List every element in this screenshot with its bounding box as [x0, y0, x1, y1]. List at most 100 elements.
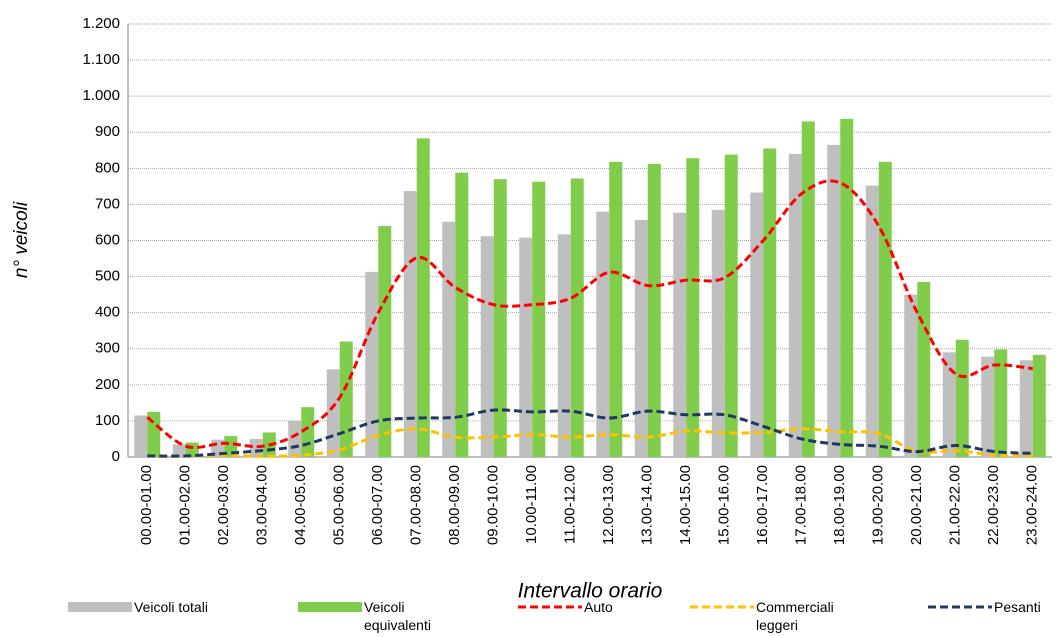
- x-tick-label: 05.00-06.00: [331, 465, 348, 545]
- bar: [763, 148, 777, 458]
- x-tick-label: 20.00-21.00: [908, 465, 925, 545]
- y-tick-label: 600: [95, 231, 120, 248]
- legend-swatch: [298, 602, 362, 612]
- x-tick-label: 06.00-07.00: [369, 465, 386, 545]
- x-tick-label: 00.00-01.00: [138, 465, 155, 545]
- legend-swatch: [690, 605, 754, 609]
- y-tick-label: 1.000: [82, 87, 120, 104]
- bar: [942, 352, 956, 457]
- y-tick-label: 0: [112, 448, 120, 465]
- bar: [519, 237, 533, 457]
- bar: [326, 369, 340, 457]
- legend-label: Commerciali leggeri: [756, 599, 834, 633]
- bar: [878, 161, 892, 458]
- bar: [1019, 360, 1033, 457]
- x-tick-label: 07.00-08.00: [408, 465, 425, 545]
- x-axis-title: Intervallo orario: [518, 580, 663, 603]
- legend-swatch: [68, 602, 132, 612]
- x-tick-label: 19.00-20.00: [870, 465, 887, 545]
- bar: [442, 221, 456, 457]
- x-tick-label: 10.00-11.00: [523, 465, 540, 544]
- y-tick-label: 400: [95, 304, 120, 321]
- bar: [416, 138, 430, 458]
- bar: [455, 172, 469, 457]
- bar: [249, 438, 263, 457]
- legend-item: Veicoli totali: [68, 598, 264, 616]
- bar: [711, 209, 725, 457]
- legend-swatch: [68, 602, 132, 612]
- legend-swatch: [518, 605, 582, 609]
- bar: [480, 236, 494, 457]
- bar: [673, 212, 687, 457]
- x-tick-label: 22.00-23.00: [985, 465, 1002, 545]
- bar: [686, 158, 700, 458]
- x-tick-label: 01.00-02.00: [177, 465, 194, 545]
- bar: [634, 219, 648, 457]
- bar: [801, 121, 815, 458]
- bar: [994, 349, 1008, 457]
- x-tick-label: 11.00-12.00: [562, 465, 579, 544]
- x-tick-label: 21.00-22.00: [947, 465, 964, 545]
- bar: [647, 164, 661, 457]
- bar: [147, 411, 161, 457]
- legend-label: Veicoli equivalenti: [364, 599, 431, 633]
- x-tick-label: 17.00-18.00: [793, 465, 810, 545]
- bar: [557, 234, 571, 457]
- bar: [172, 444, 186, 457]
- legend-label: Veicoli totali: [134, 599, 208, 615]
- legend-item: Commerciali leggeri: [690, 598, 846, 634]
- bar: [596, 211, 610, 457]
- bar: [288, 420, 302, 457]
- bar: [750, 192, 764, 458]
- legend-swatch: [298, 602, 362, 612]
- x-tick-label: 16.00-17.00: [754, 465, 771, 545]
- legend-label: Pesanti: [994, 599, 1041, 615]
- x-tick-label: 04.00-05.00: [292, 465, 309, 545]
- legend-item: Auto: [518, 598, 714, 616]
- bar: [981, 356, 995, 457]
- y-axis-title: n° veicoli: [11, 201, 32, 278]
- bar: [365, 271, 379, 457]
- legend-swatch: [928, 605, 992, 609]
- x-tick-label: 18.00-19.00: [831, 465, 848, 545]
- x-tick-label: 13.00-14.00: [639, 465, 656, 545]
- y-tick-label: 300: [95, 340, 120, 357]
- x-tick-label: 03.00-04.00: [254, 465, 271, 545]
- bar: [827, 144, 841, 458]
- x-tick-label: 15.00-16.00: [716, 465, 733, 545]
- bar: [570, 178, 584, 458]
- bar: [532, 181, 546, 457]
- line-series: [146, 179, 1033, 450]
- line-series: [147, 427, 1033, 458]
- legend-item: Veicoli equivalenti: [298, 598, 454, 634]
- bar: [840, 118, 854, 457]
- y-tick-label: 800: [95, 159, 120, 176]
- bar: [403, 191, 417, 457]
- bar: [917, 281, 931, 457]
- bar: [865, 185, 879, 458]
- y-tick-label: 700: [95, 195, 120, 212]
- bar: [1032, 354, 1046, 457]
- x-tick-label: 14.00-15.00: [677, 465, 694, 545]
- bar: [955, 339, 969, 457]
- bar: [339, 341, 353, 457]
- y-tick-label: 900: [95, 123, 120, 140]
- bar: [788, 153, 802, 457]
- x-tick-label: 09.00-10.00: [485, 465, 502, 545]
- bar: [493, 179, 507, 458]
- y-tick-label: 100: [95, 412, 120, 429]
- legend-item: Pesanti: [928, 598, 1061, 616]
- y-tick-label: 1.200: [82, 15, 120, 32]
- legend-label: Auto: [584, 599, 613, 615]
- bar: [378, 226, 392, 457]
- line-series: [147, 408, 1033, 458]
- bar: [609, 161, 623, 458]
- bar: [904, 294, 918, 457]
- x-tick-label: 23.00-24.00: [1024, 465, 1041, 545]
- bar: [134, 415, 148, 457]
- y-tick-label: 1.100: [82, 51, 120, 68]
- bar: [724, 154, 738, 457]
- x-tick-label: 08.00-09.00: [446, 465, 463, 545]
